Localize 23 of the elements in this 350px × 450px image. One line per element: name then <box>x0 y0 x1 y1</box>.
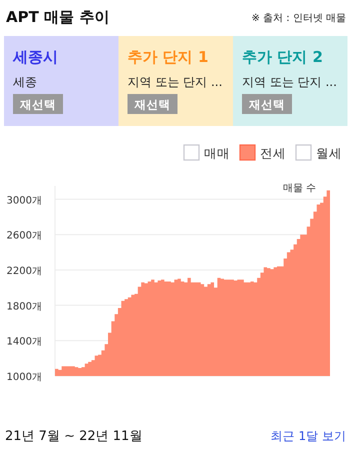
text: 세종시 <box>12 48 58 66</box>
text: 21년 7월 ~ 22년 11월 <box>5 429 142 444</box>
legend-label: 전세 <box>260 146 286 160</box>
y-axis-title: 매물 수 <box>282 183 316 194</box>
text: 재선택 <box>134 98 170 112</box>
text: 추가 단지 2 <box>242 48 323 66</box>
text: 추가 단지 1 <box>128 48 208 66</box>
y-tick-label: 2600개 <box>6 230 42 242</box>
text: 재선택 <box>19 98 56 112</box>
y-tick-label: 2200개 <box>6 266 42 277</box>
text: 최근 1달 보기 <box>270 429 346 443</box>
text: 세종 <box>13 75 37 89</box>
y-tick-label: 1000개 <box>6 372 42 383</box>
legend-label: 월세 <box>316 146 342 160</box>
text: ※ 출처 : 인터넷 매물 <box>252 13 346 24</box>
y-tick-label: 1800개 <box>6 301 42 312</box>
y-tick-label: 3000개 <box>6 195 42 206</box>
legend-label: 매매 <box>204 146 230 160</box>
text: 지역 또는 단지 ... <box>128 75 222 89</box>
text: 지역 또는 단지 ... <box>242 75 337 89</box>
text: 재선택 <box>248 98 285 112</box>
chart-title: APT 매물 추이 <box>6 8 110 26</box>
y-tick-label: 1400개 <box>6 336 42 348</box>
